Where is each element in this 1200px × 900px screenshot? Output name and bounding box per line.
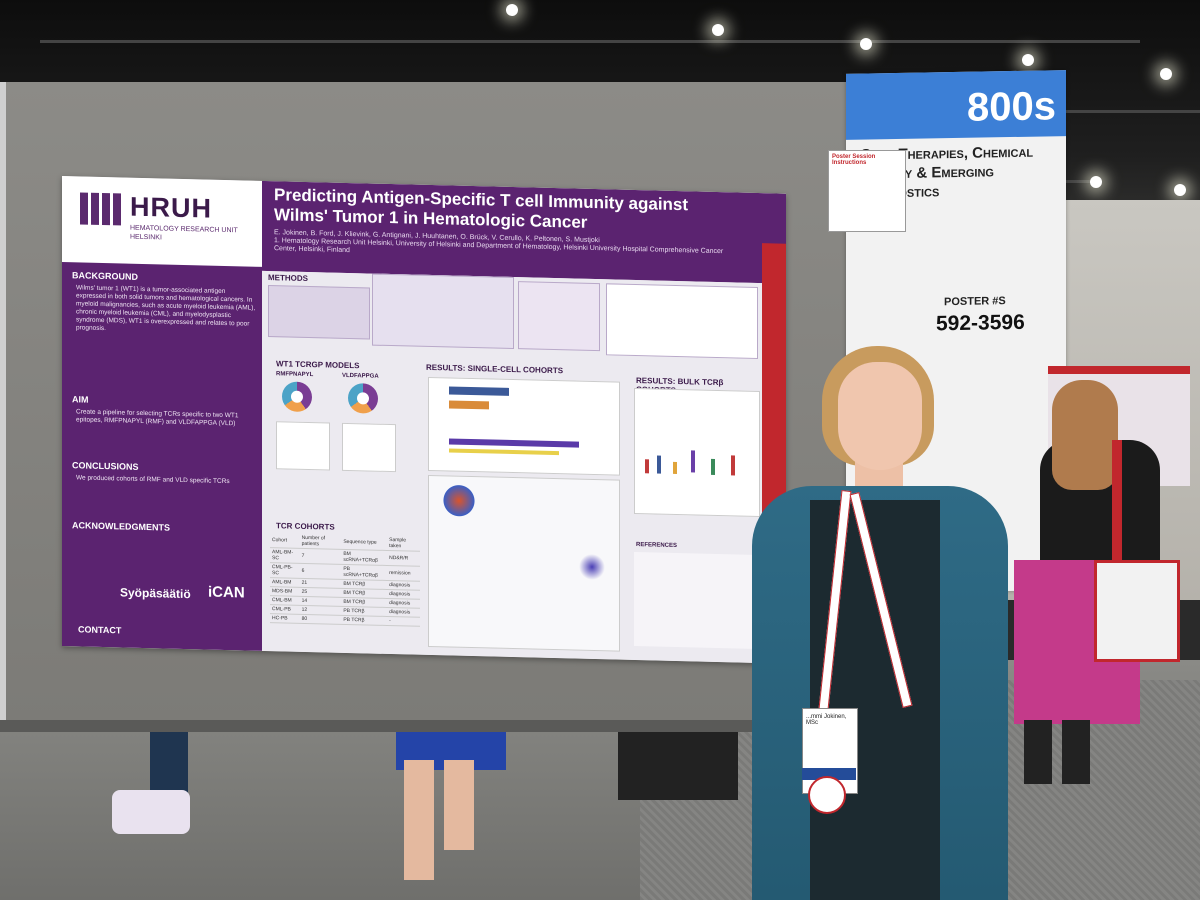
section-conclusions: CONCLUSIONS	[72, 460, 139, 472]
box	[673, 461, 677, 475]
cohort-table: Cohort Number of patients Sequence type …	[270, 533, 420, 627]
visitor-hair	[1052, 380, 1118, 490]
header-cell: Sample taken	[387, 535, 420, 552]
section-contact: CONTACT	[78, 624, 122, 636]
umap-cluster	[579, 553, 605, 581]
sneaker	[112, 790, 190, 834]
header-cell: Number of patients	[299, 533, 342, 550]
cell: 6	[299, 563, 342, 580]
visitor-legs	[150, 720, 188, 800]
box	[645, 459, 649, 474]
ceiling-light	[1174, 184, 1186, 196]
ceiling-light	[1022, 54, 1034, 66]
cell: BM scRNA+TCRαβ	[341, 549, 388, 566]
logo-subtitle: HEMATOLOGY RESEARCH UNIT HELSINKI	[130, 224, 238, 242]
bar	[449, 448, 559, 456]
box	[731, 455, 735, 476]
box	[657, 455, 661, 474]
header-cell: Cohort	[270, 533, 300, 549]
methods-flow	[268, 285, 370, 340]
references-text	[634, 551, 758, 650]
bar	[449, 386, 509, 396]
cell: 80	[299, 614, 342, 625]
footer-logo: Syöpäsäätiö	[120, 585, 191, 602]
cell: -	[387, 616, 420, 627]
cell: PB scRNA+TCRαβ	[341, 564, 388, 581]
conclusions-text: We produced cohorts of RMF and VLD speci…	[76, 474, 230, 486]
badge-stripe	[802, 768, 856, 780]
poster-sidebar: BACKGROUND Wilms' tumor 1 (WT1) is a tum…	[62, 262, 262, 651]
single-cell-bar-chart	[428, 376, 620, 476]
ceiling-light	[860, 38, 872, 50]
aim-text: Create a pipeline for selecting TCRs spe…	[76, 408, 239, 428]
poster-header: Predicting Antigen-Specific T cell Immun…	[262, 180, 786, 284]
section-tcr-cohorts: TCR COHORTS	[276, 521, 335, 532]
visitor-boots	[1062, 720, 1090, 784]
box	[691, 450, 695, 473]
methods-positive-data	[372, 273, 514, 350]
donut-chart-vld	[348, 382, 378, 414]
bar	[449, 400, 489, 410]
box	[711, 458, 715, 475]
section-single-cell: RESULTS: SINGLE-CELL COHORTS	[426, 362, 564, 376]
poster-title: Predicting Antigen-Specific T cell Immun…	[274, 185, 689, 232]
hruh-logo-icon	[80, 192, 124, 226]
donut-chart-rmf	[282, 381, 312, 413]
cell: AML-BM-SC	[270, 547, 300, 564]
sign-header: 800s	[846, 70, 1066, 140]
umap-panels	[428, 474, 620, 652]
bulk-box-plot	[634, 387, 760, 518]
poster-number-range: 592-3596	[936, 310, 1025, 336]
cell: CML-PB-SC	[270, 562, 300, 579]
cell: 7	[299, 548, 342, 565]
section-background: BACKGROUND	[72, 270, 138, 282]
badge-name: ...mmi Jokinen, MSc	[806, 714, 847, 726]
ceiling-light	[1090, 176, 1102, 188]
methods-tcrgp	[518, 281, 600, 352]
badge-pin	[808, 776, 846, 814]
cell: HC-PB	[270, 613, 300, 624]
poster-logo: HRUH HEMATOLOGY RESEARCH UNIT HELSINKI	[62, 176, 262, 267]
auroc-chart	[276, 421, 330, 471]
umap-cluster	[441, 482, 477, 520]
bag-strap	[1112, 440, 1122, 562]
header-cell: Sequence type	[341, 534, 388, 551]
cell: PB TCRβ	[341, 615, 388, 626]
auroc-chart	[342, 422, 396, 473]
visitor-boots	[1024, 720, 1052, 784]
poster-number-label: POSTER #S	[944, 295, 1006, 309]
tcr-predictions	[606, 283, 758, 360]
poster-main: METHODS WT1 TCRGP MODELS RMFPNAPYL VLDFA…	[262, 270, 762, 664]
tote-bag	[1094, 560, 1180, 662]
ceiling-light	[1160, 68, 1172, 80]
cell: remission	[387, 565, 420, 582]
research-poster: HRUH HEMATOLOGY RESEARCH UNIT HELSINKI P…	[62, 176, 786, 664]
visitor-legs	[444, 760, 474, 850]
section-references: REFERENCES	[636, 542, 678, 550]
section-models: WT1 TCRGP MODELS	[276, 359, 360, 371]
board-base	[0, 720, 900, 732]
ceiling-light	[712, 24, 724, 36]
bar	[449, 438, 579, 448]
cell: ND&R/R	[387, 550, 420, 567]
session-number: 800s	[967, 84, 1056, 130]
instructions-card: Poster Session Instructions	[828, 150, 906, 232]
ceiling-truss	[40, 40, 1140, 43]
model-rmf: RMFPNAPYL	[276, 371, 314, 379]
visitor-legs	[404, 760, 434, 880]
section-acknowledgments: ACKNOWLEDGMENTS	[72, 520, 170, 533]
model-vld: VLDFAPPGA	[342, 372, 379, 380]
section-methods: METHODS	[268, 273, 308, 284]
ceiling-light	[506, 4, 518, 16]
logo-title: HRUH	[130, 191, 212, 224]
section-aim: AIM	[72, 394, 89, 405]
presenter-face	[838, 362, 922, 470]
card-title: Poster Session Instructions	[832, 154, 876, 166]
background-text: Wilms' tumor 1 (WT1) is a tumor-associat…	[76, 284, 256, 333]
footer-logo: iCAN	[208, 583, 245, 602]
